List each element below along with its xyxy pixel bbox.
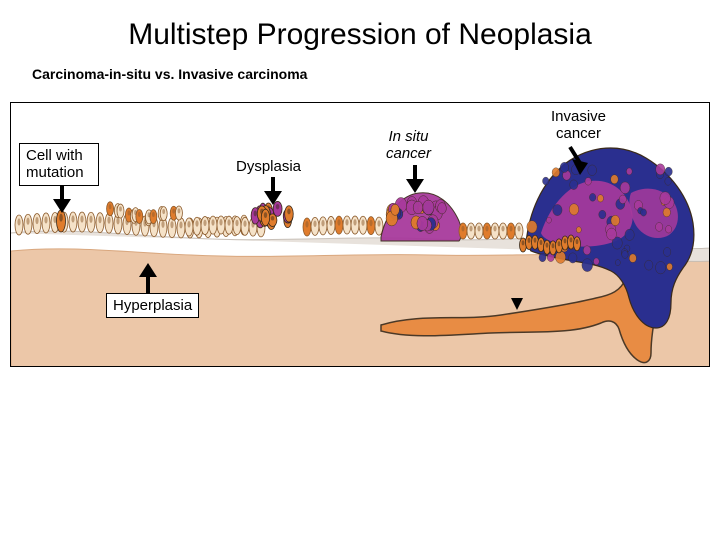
diagram-container: Cell withmutation Dysplasia In situcance… [10, 102, 710, 367]
arrow-invasive [566, 145, 588, 180]
arrow-dysplasia [264, 177, 282, 210]
label-cell-mutation: Cell withmutation [19, 143, 99, 186]
label-invasive: Invasivecancer [551, 108, 606, 143]
arrow-hyperplasia [139, 263, 157, 298]
arrow-cell-mutation [53, 185, 71, 218]
label-dysplasia: Dysplasia [236, 158, 301, 175]
arrow-vessel [511, 298, 523, 317]
label-in-situ: In situcancer [386, 128, 431, 163]
diagram-svg [11, 103, 710, 367]
arrow-in-situ [406, 165, 424, 198]
page-title: Multistep Progression of Neoplasia [0, 0, 720, 52]
subtitle: Carcinoma-in-situ vs. Invasive carcinoma [0, 52, 720, 82]
